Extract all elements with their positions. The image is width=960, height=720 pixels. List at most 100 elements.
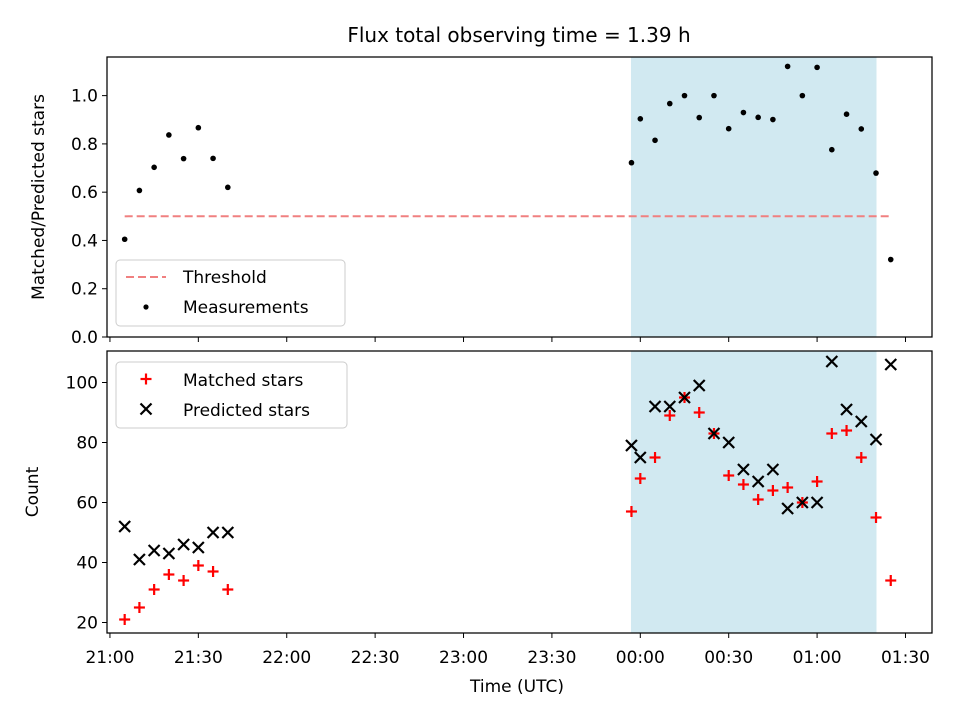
y-tick-label: 0.8: [71, 135, 98, 155]
matched-star-point: [870, 512, 882, 523]
measurement-point: [770, 116, 776, 123]
bottom-panel: 20 40 60 80 100 21:00 21:30 22:00 22:30 23:00 23:…: [23, 350, 933, 697]
y-tick-label: 0.6: [71, 183, 98, 203]
measurement-point: [121, 236, 128, 243]
predicted-star-point: [722, 436, 735, 449]
matched-star-point: [811, 476, 823, 487]
predicted-star-point: [663, 400, 677, 413]
predicted-star-point: [796, 496, 809, 509]
bottom-axes-frame: [106, 350, 933, 634]
measurement-point: [858, 126, 865, 132]
predicted-star-point: [221, 526, 235, 539]
predicted-star-point: [177, 538, 190, 551]
predicted-star-point: [840, 403, 853, 416]
bottom-y-axis: 20 40 60 80 100: [66, 374, 107, 634]
x-tick-label: 01:00: [793, 648, 842, 668]
predicted-star-point: [634, 451, 647, 464]
predicted-star-point: [737, 463, 750, 476]
measurement-point: [666, 100, 673, 107]
y-tick-label: 0.0: [71, 328, 98, 348]
measurement-point: [740, 109, 747, 116]
predicted-star-point: [766, 463, 780, 476]
matched-star-point: [723, 470, 735, 481]
predicted-star-point: [855, 415, 868, 428]
predicted-star-point: [206, 526, 220, 539]
measurement-point: [151, 164, 157, 171]
matched-star-point: [841, 425, 853, 436]
legend-predicted-swatch: [139, 402, 153, 416]
matched-star-point: [737, 479, 749, 490]
y-tick-label: 0.2: [71, 280, 98, 300]
measurement-points: [121, 63, 894, 263]
y-tick-label: 1.0: [71, 87, 98, 107]
matched-star-point: [148, 584, 160, 595]
top-x-axis-ticks: [109, 337, 906, 342]
measurement-point: [711, 92, 717, 99]
legend-measurements-swatch: [143, 304, 149, 310]
legend-plus-marker: [140, 373, 152, 385]
matched-star-point: [664, 410, 676, 421]
top-y-axis-label: Matched/Predicted stars: [29, 94, 49, 300]
measurement-point: [195, 124, 202, 131]
measurement-point: [887, 256, 894, 263]
y-tick-label: 80: [76, 434, 98, 454]
measurement-point: [784, 63, 791, 70]
matched-star-point: [634, 473, 646, 484]
legend-matched-swatch: [140, 373, 152, 385]
bottom-y-axis-label: Count: [23, 466, 43, 517]
top-y-axis: 0.0 0.2 0.4 0.6 0.8 1.0: [71, 87, 107, 348]
measurement-point: [225, 184, 231, 191]
matched-star-point: [752, 494, 764, 505]
predicted-star-point: [884, 358, 898, 371]
matched-star-point: [133, 602, 145, 613]
y-tick-label: 60: [76, 494, 98, 514]
matched-star-point: [693, 407, 705, 418]
x-tick-label: 23:00: [439, 648, 488, 668]
matched-star-point: [222, 584, 234, 595]
measurement-point: [755, 114, 761, 121]
matched-star-point: [163, 569, 175, 580]
top-legend: Threshold Measurements: [115, 259, 346, 327]
measurement-point: [166, 132, 172, 138]
matched-star-point: [782, 482, 794, 493]
top-panel: 0.0 0.2 0.4 0.6 0.8 1.0 Matched/Predicted sta…: [29, 56, 933, 348]
measurement-point: [136, 187, 143, 194]
top-axes-frame: [106, 56, 933, 338]
x-tick-label: 21:30: [174, 648, 223, 668]
legend-threshold-label: Threshold: [182, 268, 267, 288]
measurement-point: [843, 111, 850, 118]
measurement-point: [799, 92, 806, 99]
x-tick-label: 01:30: [881, 648, 930, 668]
x-tick-label: 22:00: [262, 648, 311, 668]
legend-predicted-label: Predicted stars: [183, 401, 310, 421]
matched-star-point: [767, 485, 779, 496]
predicted-star-point: [707, 427, 721, 440]
measurement-point: [637, 115, 644, 122]
bottom-highlight-span: [630, 350, 877, 634]
bottom-x-axis: 21:00 21:30 22:00 22:30 23:00 23:30 00:00 00:30…: [85, 633, 930, 668]
y-tick-label: 20: [76, 614, 98, 634]
matched-star-point: [178, 575, 190, 586]
legend-measurements-label: Measurements: [183, 298, 309, 318]
predicted-star-point: [133, 553, 146, 566]
measurement-point: [725, 125, 732, 132]
top-highlight-span: [630, 56, 877, 338]
x-axis-label: Time (UTC): [469, 677, 564, 697]
legend-matched-label: Matched stars: [183, 371, 303, 391]
measurement-point: [814, 64, 820, 71]
matched-star-point: [625, 506, 637, 517]
matched-star-point: [207, 566, 219, 577]
measurement-point: [829, 146, 835, 153]
y-tick-label: 0.4: [71, 231, 98, 251]
predicted-star-point: [162, 547, 176, 560]
matched-star-point: [119, 614, 131, 625]
bottom-legend: Matched stars Predicted stars: [115, 361, 348, 429]
measurement-point: [696, 114, 703, 121]
x-tick-label: 22:30: [351, 648, 400, 668]
predicted-star-point: [692, 379, 706, 392]
predicted-star-point: [648, 400, 662, 413]
matched-star-point: [855, 452, 867, 463]
y-tick-label: 100: [66, 374, 98, 394]
